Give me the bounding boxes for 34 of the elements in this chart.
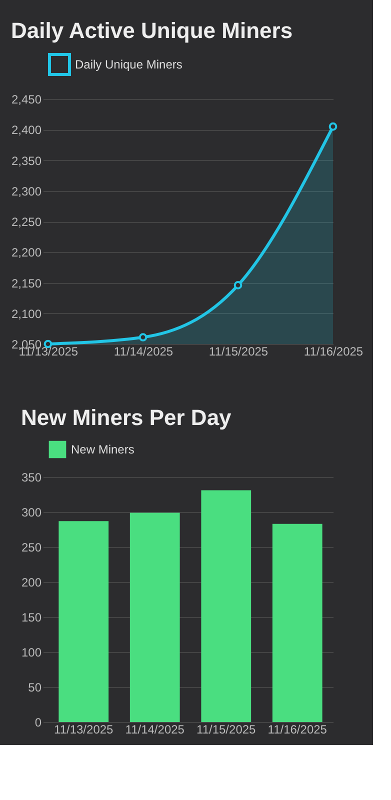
x-tick-label: 11/13/2025	[54, 722, 114, 736]
y-tick-label: 2,400	[11, 123, 42, 138]
chart-title: New Miners Per Day	[20, 405, 232, 430]
legend-label: Daily Unique Miners	[75, 58, 182, 72]
bar	[130, 512, 180, 722]
y-tick-label: 2,200	[11, 246, 42, 260]
y-tick-label: 0	[34, 716, 42, 730]
bar	[201, 490, 252, 722]
y-tick-label: 250	[21, 540, 42, 554]
y-tick-label: 2,100	[11, 306, 42, 321]
x-tick-label: 11/14/2025	[114, 344, 174, 358]
y-tick-label: 2,450	[11, 92, 42, 106]
y-tick-label: 2,300	[11, 184, 42, 198]
y-tick-label: 200	[21, 576, 42, 590]
y-tick-label: 150	[21, 610, 42, 624]
point	[138, 333, 148, 342]
y-tick-label: 100	[21, 646, 42, 660]
x-tick-label: 11/15/2025	[208, 344, 268, 358]
x-tick-label: 11/14/2025	[125, 722, 185, 736]
y-tick-label: 350	[21, 470, 42, 484]
y-tick-label: 2,250	[11, 215, 42, 229]
x-tick-label: 11/16/2025	[268, 722, 328, 736]
y-tick-label: 50	[28, 680, 42, 694]
bar	[272, 524, 322, 722]
chart-title: Daily Active Unique Miners	[10, 18, 293, 43]
y-tick-label: 2,350	[11, 154, 42, 168]
y-tick-label: 300	[21, 506, 42, 520]
point	[234, 281, 242, 290]
bar	[58, 521, 109, 722]
x-tick-label: 11/16/2025	[304, 344, 364, 358]
x-tick-label: 11/15/2025	[196, 722, 256, 736]
point	[328, 122, 338, 131]
legend-label: New Miners	[71, 442, 134, 456]
y-tick-label: 2,150	[11, 276, 42, 290]
